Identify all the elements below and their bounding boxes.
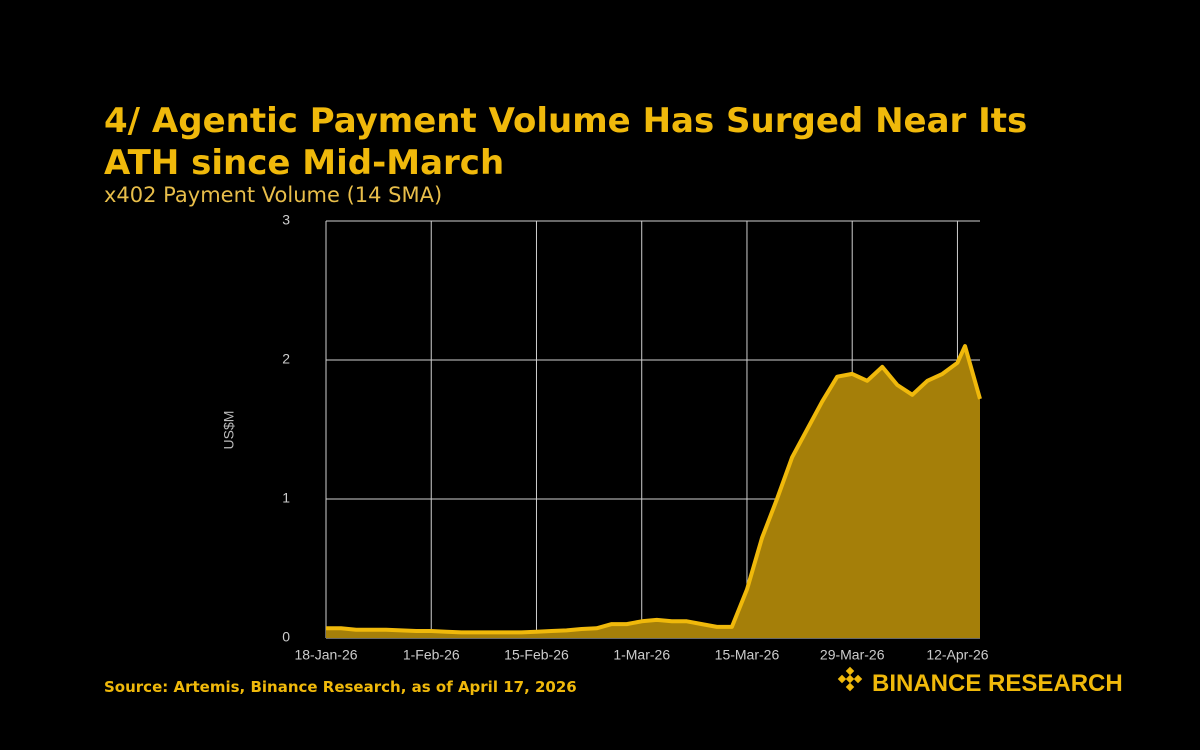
y-tick-label: 2	[282, 351, 290, 367]
brand: BINANCE RESEARCH	[872, 670, 1123, 698]
x-tick-label: 18-Jan-26	[294, 647, 357, 663]
area-fill	[326, 346, 980, 638]
x-tick-label: 1-Feb-26	[403, 647, 460, 663]
x-tick-label: 15-Mar-26	[715, 647, 780, 663]
x-tick-label: 1-Mar-26	[613, 647, 670, 663]
brand-text: BINANCE RESEARCH	[872, 670, 1123, 697]
y-tick-label: 1	[282, 490, 290, 506]
chart-subtitle: x402 Payment Volume (14 SMA)	[104, 183, 443, 207]
x-tick-label: 12-Apr-26	[926, 647, 988, 663]
brand-logo	[837, 666, 863, 692]
y-tick-label: 0	[282, 629, 290, 645]
y-tick-label: 3	[282, 212, 290, 228]
y-axis-label: US$M	[221, 411, 237, 450]
x-tick-label: 29-Mar-26	[820, 647, 885, 663]
chart-title: 4/ Agentic Payment Volume Has Surged Nea…	[104, 101, 1028, 183]
source-note: Source: Artemis, Binance Research, as of…	[104, 678, 577, 696]
line	[326, 344, 982, 635]
x-tick-label: 15-Feb-26	[504, 647, 569, 663]
